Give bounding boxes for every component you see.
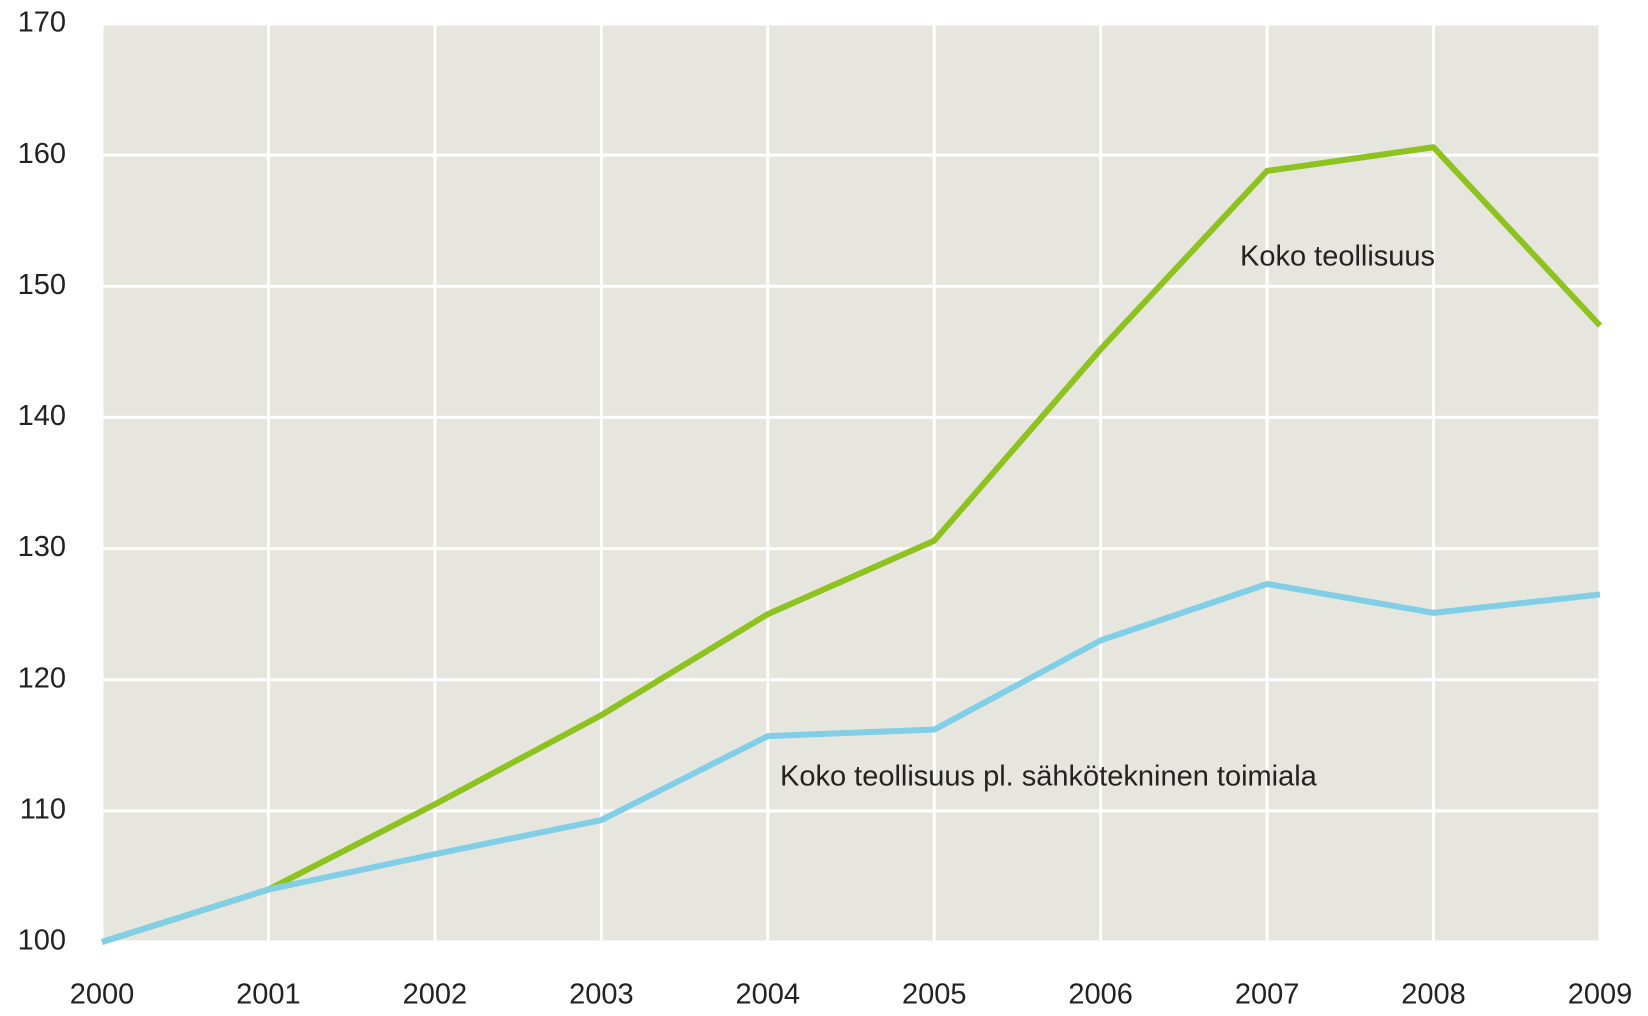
y-tick-label: 120 — [18, 662, 66, 694]
y-tick-label: 130 — [18, 531, 66, 563]
y-tick-label: 110 — [20, 794, 66, 826]
x-tick-label: 2006 — [1068, 979, 1133, 1011]
y-tick-label: 100 — [18, 925, 66, 957]
x-tick-label: 2008 — [1401, 979, 1466, 1011]
x-tick-label: 2000 — [70, 979, 135, 1011]
y-tick-label: 150 — [18, 269, 66, 301]
x-tick-label: 2003 — [569, 979, 634, 1011]
series-label: Koko teollisuus pl. sähkötekninen toimia… — [780, 761, 1318, 793]
x-tick-label: 2004 — [736, 979, 801, 1011]
series-line — [101, 580, 1601, 945]
x-tick-label: 2005 — [902, 979, 967, 1011]
y-tick-label: 160 — [18, 138, 66, 170]
y-tick-label: 170 — [18, 7, 66, 39]
series-label: Koko teollisuus — [1240, 241, 1435, 273]
x-tick-label: 2009 — [1568, 979, 1633, 1011]
x-tick-label: 2002 — [403, 979, 468, 1011]
x-tick-label: 2001 — [236, 979, 301, 1011]
x-tick-label: 2007 — [1235, 979, 1300, 1011]
y-tick-label: 140 — [18, 400, 66, 432]
plot-area — [102, 24, 1600, 942]
series-line — [101, 144, 1603, 945]
